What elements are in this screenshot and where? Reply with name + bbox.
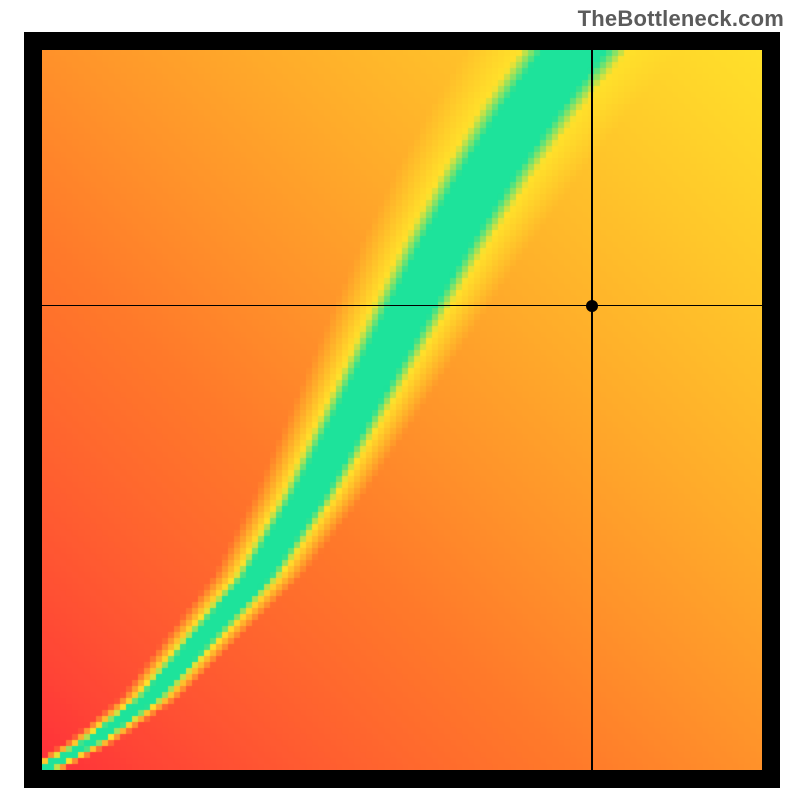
crosshair-vertical xyxy=(591,50,593,770)
crosshair-marker xyxy=(586,300,598,312)
crosshair-horizontal xyxy=(42,305,762,307)
chart-container: TheBottleneck.com xyxy=(0,0,800,800)
heatmap-canvas xyxy=(42,50,762,770)
watermark-text: TheBottleneck.com xyxy=(578,6,784,32)
